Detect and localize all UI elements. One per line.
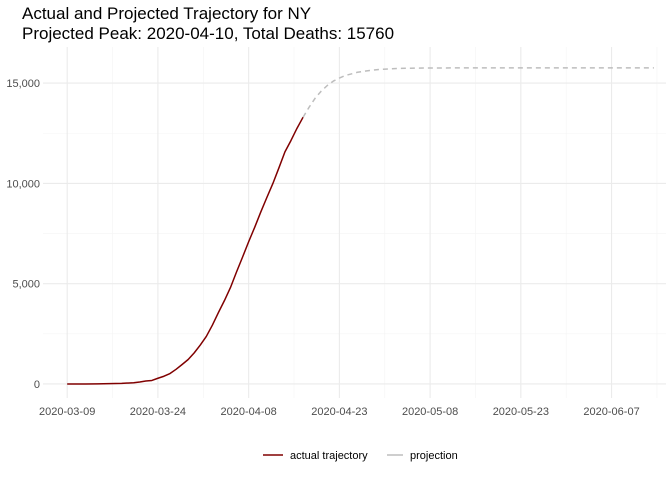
x-tick-label: 2020-05-08 [402,406,458,418]
series-line-projection [302,67,654,118]
series-line-actual-trajectory [67,116,304,385]
x-tick-label: 2020-05-23 [493,406,549,418]
x-tick-label: 2020-06-07 [583,406,639,418]
y-axis: 0 5,000 10,000 15,000 [6,78,40,391]
major-gridlines [43,47,666,398]
y-tick-label: 15,000 [6,78,40,90]
legend-label-actual-trajectory: actual trajectory [290,450,368,462]
x-tick-label: 2020-03-24 [130,406,186,418]
minor-gridlines [43,47,666,398]
legend-label-projection: projection [410,450,458,462]
x-tick-label: 2020-03-09 [39,406,95,418]
y-tick-label: 10,000 [6,178,40,190]
x-tick-label: 2020-04-23 [311,406,367,418]
chart-title: Actual and Projected Trajectory for NY [22,4,311,23]
x-tick-label: 2020-04-08 [221,406,277,418]
chart-subtitle: Projected Peak: 2020-04-10, Total Deaths… [22,24,394,43]
y-tick-label: 0 [34,379,40,391]
x-axis: 2020-03-09 2020-03-24 2020-04-08 2020-04-23… [39,406,640,418]
series-layer [67,67,654,385]
legend: actual trajectory projection [263,450,458,462]
y-tick-label: 5,000 [12,279,40,291]
